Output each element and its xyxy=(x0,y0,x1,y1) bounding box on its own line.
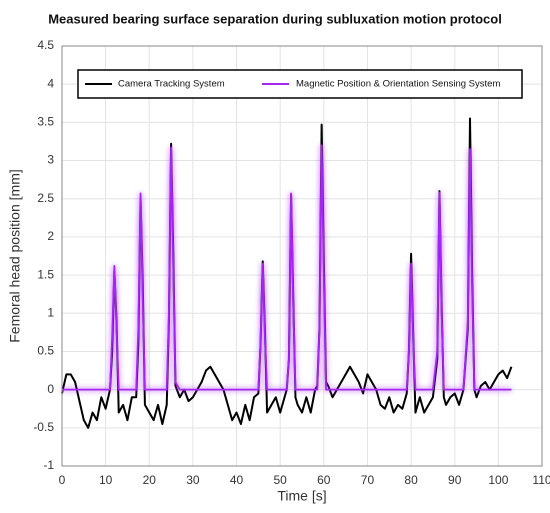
y-tick-label: 0 xyxy=(47,382,54,396)
x-tick-label: 0 xyxy=(59,473,66,487)
series-line xyxy=(62,144,512,391)
y-tick-label: 4.5 xyxy=(37,38,54,52)
x-tick-label: 90 xyxy=(448,473,462,487)
legend-box xyxy=(77,69,523,99)
x-tick-label: 100 xyxy=(488,473,508,487)
y-tick-label: -0.5 xyxy=(33,420,54,434)
chart-title: Measured bearing surface separation duri… xyxy=(48,11,502,26)
x-tick-label: 10 xyxy=(99,473,113,487)
plot-frame xyxy=(61,45,543,467)
y-tick-label: 3 xyxy=(47,153,54,167)
legend-label: Magnetic Position & Orientation Sensing … xyxy=(296,79,500,90)
x-tick-label: 40 xyxy=(230,473,244,487)
y-axis-label: Femoral head position [mm] xyxy=(7,169,23,343)
x-tick-label: 60 xyxy=(317,473,331,487)
y-tick-label: -1 xyxy=(43,458,54,472)
legend-label: Camera Tracking System xyxy=(118,79,225,90)
y-tick-label: 2.5 xyxy=(37,191,54,205)
x-tick-label: 80 xyxy=(404,473,418,487)
x-tick-label: 50 xyxy=(274,473,288,487)
x-axis-label: Time [s] xyxy=(277,488,326,504)
y-tick-label: 2 xyxy=(47,229,54,243)
x-tick-label: 30 xyxy=(186,473,200,487)
x-tick-label: 110 xyxy=(532,473,550,487)
grid xyxy=(61,45,543,467)
legend: Camera Tracking System Magnetic Position … xyxy=(77,69,523,99)
y-tick-label: 1.5 xyxy=(37,267,54,281)
y-tick-label: 1 xyxy=(47,305,54,319)
x-tick-label: 70 xyxy=(361,473,375,487)
x-tick-label: 20 xyxy=(143,473,157,487)
y-tick-label: 0.5 xyxy=(37,344,54,358)
y-tick-label: 3.5 xyxy=(37,115,54,129)
plot-lines xyxy=(61,117,513,429)
y-tick-label: 4 xyxy=(47,76,54,90)
